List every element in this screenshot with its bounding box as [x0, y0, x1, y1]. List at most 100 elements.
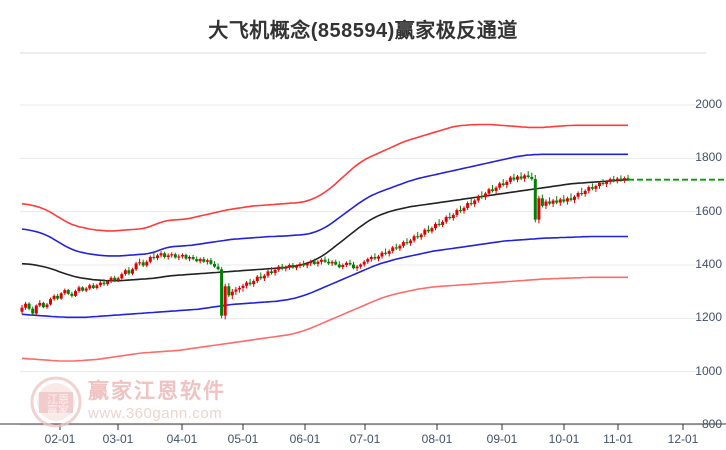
- candle-body: [309, 261, 313, 264]
- candle-body: [152, 257, 156, 259]
- candle-body: [305, 263, 309, 266]
- candle-body: [491, 189, 494, 191]
- y-axis-label: 1800: [695, 150, 722, 165]
- candle-body: [38, 302, 42, 306]
- candle-body: [622, 178, 626, 181]
- x-axis-label: 05-01: [227, 432, 259, 446]
- candle-body: [608, 179, 612, 182]
- candle-body: [131, 269, 134, 274]
- band-line: [21, 123, 628, 232]
- candle-body: [348, 262, 352, 265]
- candle-body: [202, 259, 206, 262]
- candle-body: [205, 260, 209, 262]
- candle-body: [544, 201, 548, 206]
- candle-body: [548, 201, 552, 204]
- candle-body: [377, 256, 380, 259]
- candle-body: [605, 181, 609, 184]
- candle-body: [576, 193, 580, 197]
- candle-body: [24, 303, 28, 308]
- candle-body: [291, 265, 295, 268]
- band-upper-red: [21, 123, 628, 232]
- candle-body: [255, 276, 259, 281]
- candle-body: [41, 302, 45, 308]
- candle-body: [473, 200, 477, 205]
- candle-body: [145, 261, 149, 266]
- candle-body: [223, 286, 227, 316]
- candle-body: [434, 223, 437, 229]
- candle-body: [252, 281, 256, 285]
- candle-body: [227, 286, 231, 296]
- candle-body: [412, 236, 416, 241]
- candle-body: [191, 257, 195, 260]
- candle-body: [177, 256, 181, 258]
- y-axis-label: 1400: [695, 257, 722, 271]
- candle-body: [102, 282, 106, 285]
- candle-body: [462, 207, 466, 212]
- candle-body: [77, 287, 81, 292]
- candle-body: [284, 267, 288, 269]
- candle-body: [391, 247, 395, 252]
- candle-body: [398, 245, 402, 249]
- candle-body: [159, 253, 163, 256]
- candle-body: [148, 257, 152, 262]
- candle-body: [280, 266, 284, 269]
- y-axis-label: 1200: [695, 310, 722, 325]
- band-upper-blue: [21, 153, 628, 257]
- candle-body: [387, 251, 391, 254]
- candle-body: [469, 203, 473, 205]
- candle-body: [70, 293, 74, 296]
- candle-body: [598, 182, 601, 187]
- candle-body: [444, 217, 448, 222]
- candle-body: [98, 282, 102, 286]
- candle-body: [63, 290, 67, 294]
- candle-body: [170, 254, 174, 256]
- candle-body: [483, 193, 487, 198]
- candle-body: [198, 259, 202, 262]
- candle-body: [109, 277, 113, 282]
- candle-body: [95, 285, 99, 288]
- candle-body: [512, 177, 516, 180]
- band-lower-red: [21, 276, 628, 362]
- candle-body: [369, 257, 373, 260]
- candle-body: [141, 262, 145, 266]
- candle-body: [487, 189, 491, 194]
- y-axis-label: 1600: [695, 203, 722, 218]
- candle-body: [341, 265, 345, 268]
- candle-body: [569, 198, 573, 200]
- x-axis-label: 10-01: [548, 432, 580, 446]
- candle-body: [273, 269, 277, 273]
- candle-body: [423, 229, 427, 235]
- x-axis-ticks: [59, 424, 684, 430]
- candle-body: [106, 281, 110, 285]
- candle-body: [302, 263, 306, 266]
- candle-body: [565, 198, 569, 202]
- candle-body: [401, 242, 405, 246]
- candle-body: [184, 254, 188, 259]
- candle-body: [31, 308, 35, 314]
- candle-body: [216, 266, 220, 270]
- x-axis-label: 02-01: [44, 432, 76, 446]
- candle-body: [45, 304, 49, 308]
- candle-body: [551, 200, 555, 204]
- candle-body: [587, 187, 591, 191]
- candle-body: [476, 196, 480, 201]
- candle-body: [366, 259, 370, 262]
- candle-body: [573, 196, 576, 200]
- page-title: 大飞机概念(858594)赢家极反通道: [208, 20, 518, 42]
- x-axis-label: 09-01: [486, 432, 518, 446]
- candle-body: [241, 285, 245, 288]
- candle-body: [405, 242, 409, 244]
- candle-body: [362, 261, 366, 265]
- candle-body: [558, 199, 562, 203]
- candle-body: [116, 278, 120, 281]
- candle-body: [519, 176, 523, 179]
- candle-body: [66, 290, 70, 294]
- candle-body: [49, 299, 52, 305]
- candle-body: [156, 255, 159, 259]
- candle-body: [594, 186, 598, 189]
- candle-body: [330, 261, 334, 264]
- candle-body: [530, 177, 534, 180]
- candle-body: [612, 179, 616, 181]
- candle-body: [220, 269, 224, 316]
